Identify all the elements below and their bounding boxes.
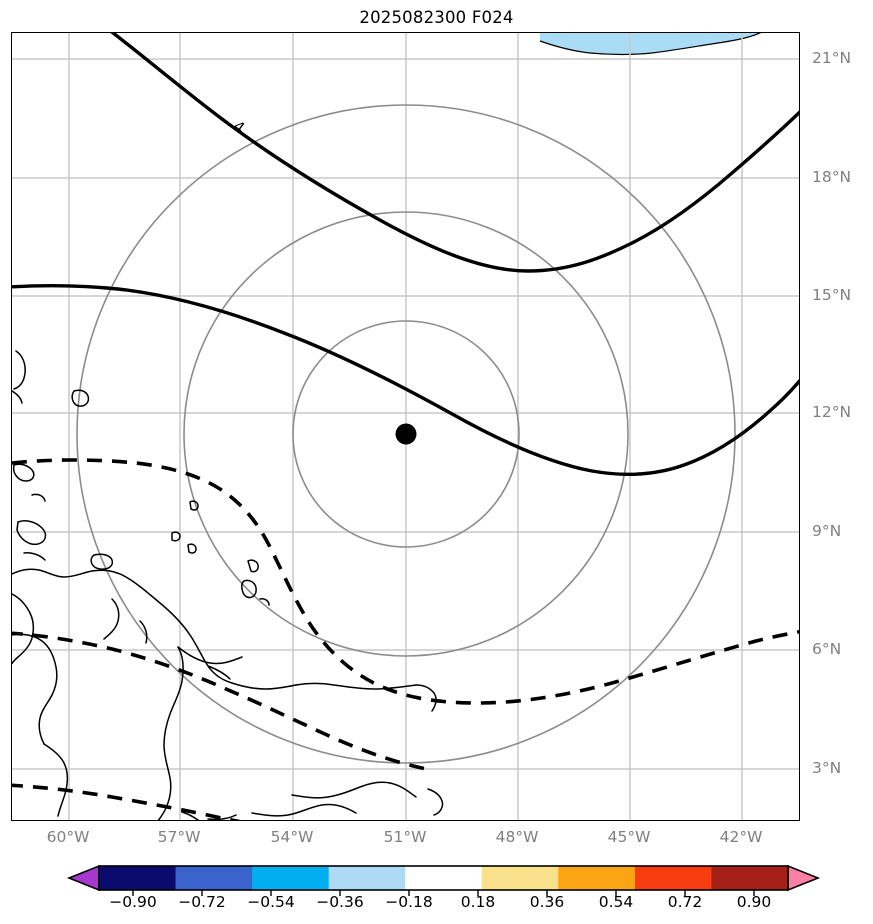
- xtick-label-57w: 57°W: [157, 828, 201, 846]
- ytick-label-12n: 12°N: [812, 403, 852, 421]
- filled-contour-region: [539, 33, 762, 56]
- colorbar-bands: [66, 864, 821, 892]
- xtick-label-48w: 48°W: [495, 828, 539, 846]
- ytick-label-9n: 9°N: [812, 522, 842, 540]
- colorbar-tick-label: 0.72: [667, 893, 703, 911]
- negative-contours: [12, 458, 799, 820]
- colorbar-tick-label: 0.90: [736, 893, 772, 911]
- ytick-label-15n: 15°N: [812, 286, 852, 304]
- positive-contours: [12, 33, 799, 477]
- colorbar-tick-label: 0.54: [598, 893, 634, 911]
- map-svg: 4: [12, 33, 799, 820]
- xtick-label-51w: 51°W: [383, 828, 427, 846]
- map-plot-area[interactable]: 4: [11, 32, 800, 821]
- colorbar-svg: [66, 864, 821, 896]
- colorbar-tick-label: −0.36: [316, 893, 364, 911]
- colorbar-tick-label: −0.54: [247, 893, 295, 911]
- ytick-label-21n: 21°N: [812, 49, 852, 67]
- colorbar-tick-label: 0.36: [529, 893, 565, 911]
- colorbar-tick-label: −0.18: [385, 893, 433, 911]
- colorbar-tickmarks: [132, 890, 755, 896]
- chart-title: 2025082300 F024: [359, 8, 514, 27]
- storm-center-marker[interactable]: [395, 423, 417, 445]
- ytick-label-6n: 6°N: [812, 640, 842, 658]
- colorbar-tick-label: −0.90: [109, 893, 157, 911]
- xtick-label-42w: 42°W: [719, 828, 763, 846]
- xtick-label-45w: 45°W: [607, 828, 651, 846]
- xtick-label-54w: 54°W: [270, 828, 314, 846]
- storm-range-rings: [76, 104, 736, 764]
- colorbar[interactable]: [0, 858, 873, 924]
- colorbar-tick-label: −0.72: [178, 893, 226, 911]
- ytick-label-18n: 18°N: [812, 168, 852, 186]
- graticule-gridlines: [12, 33, 799, 820]
- colorbar-tick-label: 0.18: [460, 893, 496, 911]
- ytick-label-3n: 3°N: [812, 759, 842, 777]
- xtick-label-60w: 60°W: [46, 828, 90, 846]
